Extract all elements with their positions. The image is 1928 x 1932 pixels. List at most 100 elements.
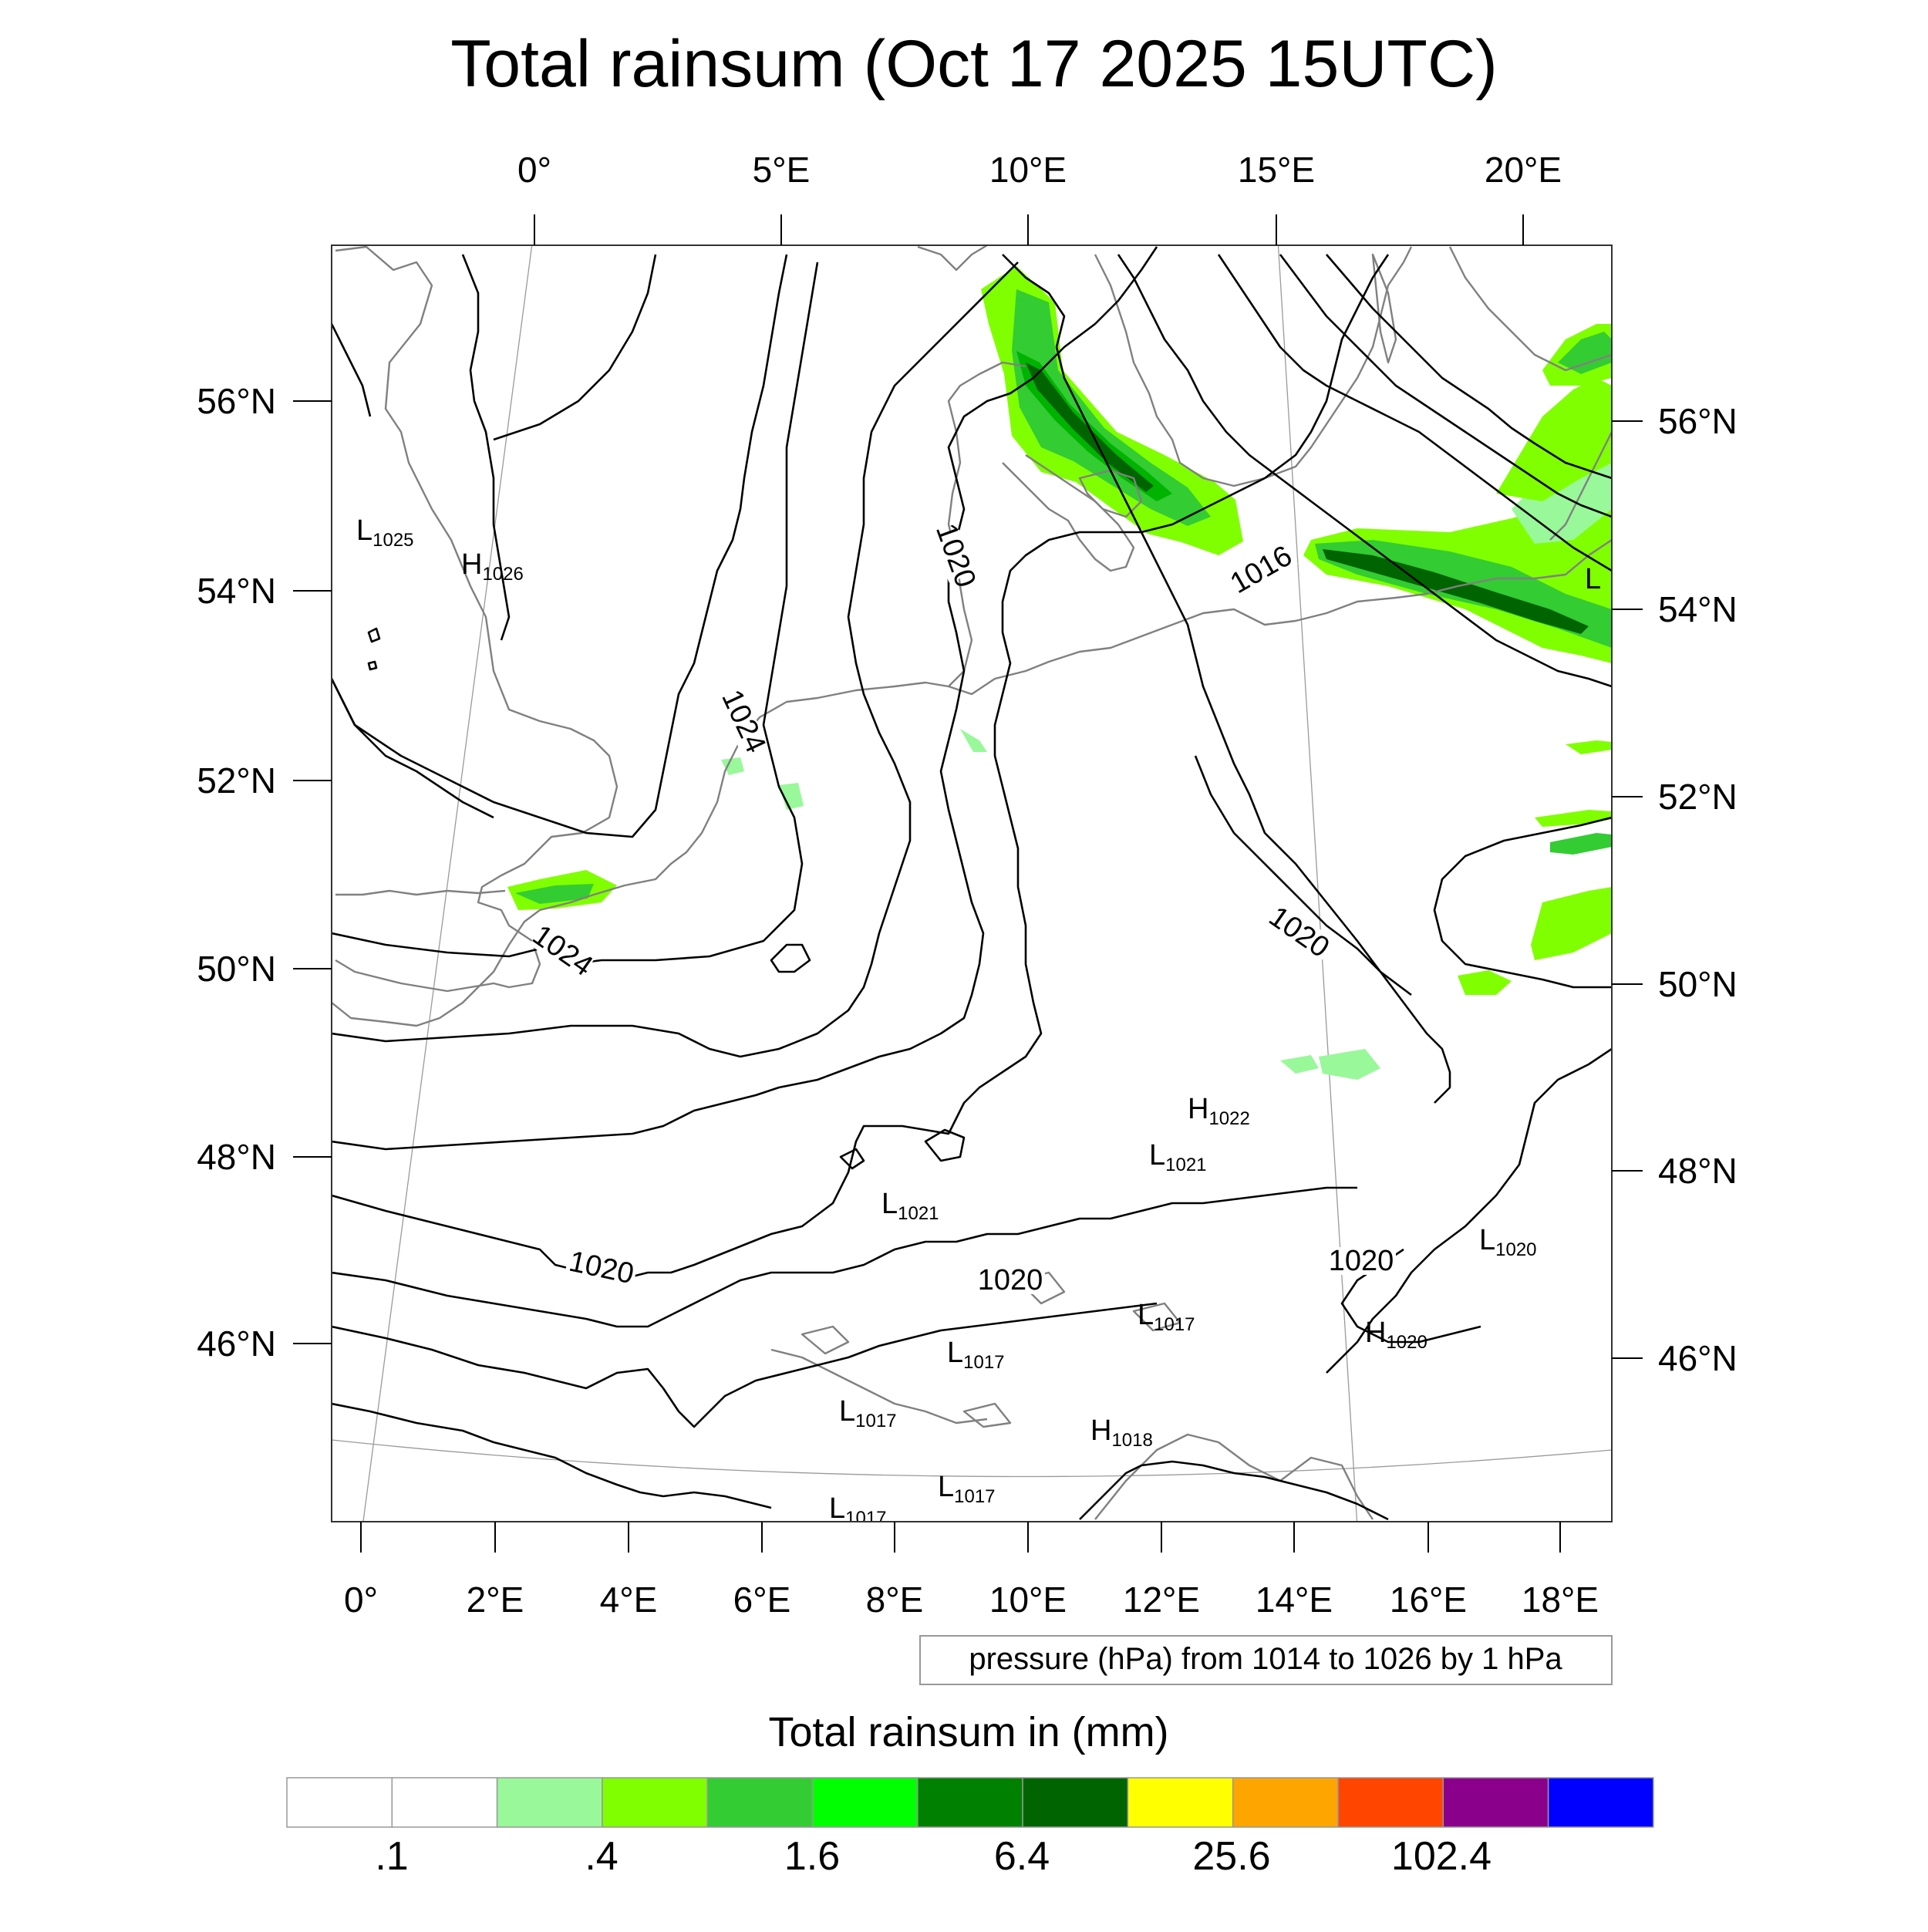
isobar-12 — [1217, 254, 1612, 572]
isobar-11 — [1117, 254, 1612, 688]
map-title: Total rainsum (Oct 17 2025 15UTC) — [450, 27, 1497, 101]
contour-labels: 1020 1024 1016 1020 1024 1020 1020 1020 — [527, 519, 1396, 1296]
colorbar-swatch — [1232, 1777, 1339, 1828]
isobar-15 — [1433, 816, 1612, 989]
isobar-closed-4 — [367, 627, 381, 643]
pressure-center: L1017 — [938, 1471, 996, 1507]
coastline-norway — [917, 245, 988, 271]
pressure-center: L1017 — [1138, 1299, 1195, 1335]
pressure-center: H1026 — [461, 548, 524, 585]
coastline-sweden — [1094, 246, 1413, 487]
rain-area-poland-4 — [1458, 970, 1512, 995]
coastline-denmark — [1002, 454, 1135, 572]
rain-area-poland-2 — [1550, 833, 1612, 855]
isobar-2 — [332, 261, 819, 966]
rain-area-channel-moderate — [515, 884, 594, 904]
coastline-uk-south — [335, 889, 506, 896]
colorbar-swatch — [1022, 1777, 1129, 1828]
bottom-axis: 0° 2°E 4°E 6°E 8°E 10°E 12°E 14°E 16°E 1… — [344, 1522, 1599, 1620]
contour-label-1020-central: 1020 — [978, 1264, 1043, 1296]
isobar-7 — [332, 1302, 1158, 1428]
contour-label-bg-2 — [720, 695, 765, 750]
colorbar-tick-label: 25.6 — [1192, 1834, 1270, 1879]
right-lat-label: 50°N — [1658, 964, 1738, 1004]
isobar-9 — [1079, 1460, 1389, 1521]
contour-label-bg-4 — [1262, 900, 1336, 963]
rain-area-denmark-s — [960, 729, 987, 752]
lake-3 — [1132, 1302, 1181, 1332]
coastlines — [332, 245, 1612, 1520]
right-lat-label: 52°N — [1658, 777, 1738, 817]
right-lat-label: 54°N — [1658, 589, 1738, 629]
isobar-14 — [1326, 254, 1612, 480]
pressure-center: L — [1585, 563, 1601, 595]
right-lat-label: 46°N — [1658, 1338, 1738, 1378]
pressure-center: H1022 — [1188, 1093, 1250, 1129]
contour-label-1020-east: 1020 — [1329, 1245, 1394, 1277]
contour-info-text: pressure (hPa) from 1014 to 1026 by 1 hP… — [969, 1642, 1562, 1676]
colorbar-swatch — [917, 1777, 1023, 1828]
lake-1 — [801, 1325, 850, 1355]
left-lat-label: 52°N — [197, 760, 276, 801]
left-axis: 56°N 54°N 52°N 50°N 48°N 46°N — [197, 381, 332, 1364]
isobar-closed-5 — [367, 660, 378, 671]
rain-area-poland-3 — [1531, 887, 1612, 960]
top-lon-label: 15°E — [1238, 150, 1315, 190]
rainfall-shading — [507, 266, 1612, 1080]
isobar-16 — [1194, 755, 1412, 996]
coastline-gotland — [1371, 253, 1397, 364]
isobar-1 — [332, 254, 788, 838]
isobar-uk-4 — [332, 323, 372, 417]
top-lon-label: 0° — [517, 150, 551, 190]
isobar-closed-2 — [924, 1128, 966, 1162]
colorbar-tick-labels: .1 .4 1.6 6.4 25.6 102.4 — [375, 1834, 1492, 1879]
map-frame — [331, 244, 1613, 1522]
coastline-mediterranean — [770, 1348, 988, 1425]
rain-area-netherlands — [721, 757, 744, 775]
colorbar-swatch — [391, 1777, 498, 1828]
colorbar-tick-label: 102.4 — [1391, 1834, 1492, 1879]
colorbar-swatch — [602, 1777, 708, 1828]
rain-area-east-heavy — [1323, 549, 1589, 634]
isobar-5 — [332, 254, 1390, 1282]
colorbar-swatch — [496, 1777, 603, 1828]
left-lat-label: 50°N — [197, 949, 276, 989]
isobar-13 — [1279, 254, 1612, 518]
bottom-lon-label: 6°E — [733, 1580, 791, 1620]
bottom-lon-label: 16°E — [1390, 1580, 1467, 1620]
coastline-adriatic — [1094, 1433, 1374, 1520]
rain-area-netherlands-2 — [779, 783, 804, 810]
pressure-center: H1018 — [1090, 1414, 1153, 1451]
pressure-centers: L1025 H1026 L H1022 L1021 L1021 L1020 L1… — [356, 514, 1601, 1522]
bottom-lon-label: 14°E — [1256, 1580, 1333, 1620]
pressure-center: H1020 — [1365, 1317, 1427, 1353]
colorbar-tick-label: .1 — [375, 1834, 408, 1879]
isobar-uk-3 — [493, 254, 657, 441]
top-lon-label: 20°E — [1485, 150, 1562, 190]
isobar-4 — [332, 246, 1158, 1151]
isobar-3 — [332, 261, 1019, 1058]
contour-label-1020-denmark: 1020 — [929, 519, 982, 592]
rain-area-poland-5 — [1566, 740, 1612, 754]
graticule — [332, 245, 1612, 1522]
rain-area-poland-1 — [1535, 810, 1612, 827]
contour-label-bg-6 — [565, 1246, 639, 1288]
coastline-germany-north — [948, 539, 1612, 696]
meridian-0 — [362, 245, 533, 1522]
coastline-lithuania — [1549, 431, 1612, 541]
contour-info-box — [919, 1635, 1613, 1685]
colorbar-swatch — [706, 1777, 814, 1828]
isobar-uk-1 — [461, 254, 511, 641]
colorbar-swatch — [1547, 1777, 1654, 1828]
top-axis: 0° 5°E 10°E 15°E 20°E — [517, 150, 1562, 245]
top-lon-label: 10°E — [989, 150, 1067, 190]
meridian-15e — [1277, 245, 1358, 1522]
rain-area-ne-light — [1496, 378, 1612, 501]
isobar-10 — [1002, 254, 1451, 1104]
left-lat-label: 56°N — [197, 381, 276, 421]
parallel-45n — [332, 1439, 1612, 1478]
colorbar-swatch — [811, 1777, 918, 1828]
contour-label-bg-8 — [1326, 1247, 1396, 1275]
left-lat-label: 54°N — [197, 571, 276, 611]
pressure-center: L1017 — [839, 1395, 897, 1431]
